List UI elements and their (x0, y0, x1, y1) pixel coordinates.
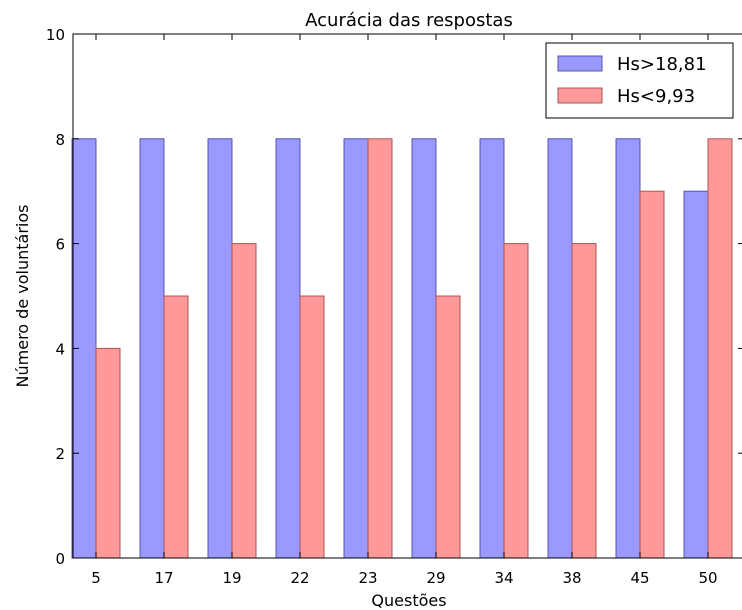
plot-frame (72, 33, 742, 559)
bar-series-1-q38 (547, 138, 573, 559)
y-tick-label: 2 (55, 445, 65, 463)
ticks-layer: 5 17 19 22 23 29 34 38 45 50 0 2 4 6 8 10 (46, 26, 742, 587)
x-tick-label: 17 (154, 569, 173, 587)
x-tick-label: 50 (698, 569, 717, 587)
bar-series-2-q29 (435, 295, 461, 559)
x-tick-label: 22 (290, 569, 309, 587)
bar-series-2-q38 (571, 243, 597, 559)
bar-series-2-q19 (231, 243, 257, 559)
x-tick-label: 19 (222, 569, 241, 587)
bar-series-2-q5 (95, 347, 121, 559)
x-tick-label: 29 (426, 569, 445, 587)
x-axis-title: Questões (371, 591, 446, 610)
legend-swatch-series-2 (557, 87, 603, 104)
legend-label-series-2: Hs<9,93 (617, 86, 695, 107)
x-tick-label: 34 (494, 569, 513, 587)
legend-label-series-1: Hs>18,81 (617, 54, 707, 75)
bar-series-1-q19 (207, 138, 233, 559)
bar-series-1-q45 (615, 138, 641, 559)
bar-series-2-q22 (299, 295, 325, 559)
y-tick-label: 8 (55, 131, 65, 149)
bar-series-1-q29 (411, 138, 437, 559)
bar-series-1-q17 (139, 138, 165, 559)
y-tick-label: 10 (46, 26, 65, 44)
x-tick-label: 45 (630, 569, 649, 587)
y-tick-label: 6 (55, 236, 65, 254)
y-tick-label: 0 (55, 550, 65, 568)
bar-series-2-q45 (639, 190, 665, 559)
y-tick-label: 4 (55, 340, 65, 358)
bar-series-1-q50 (683, 190, 709, 559)
x-tick-label: 23 (358, 569, 377, 587)
x-tick-label: 38 (562, 569, 581, 587)
bar-series-1-q34 (479, 138, 505, 559)
chart-title: Acurácia das respostas (305, 10, 513, 31)
legend-swatch-series-1 (557, 55, 603, 72)
bar-series-1-q23 (343, 138, 369, 559)
y-axis-title: Número de voluntários (13, 205, 32, 388)
x-tick-label: 5 (91, 569, 101, 587)
bar-series-2-q17 (163, 295, 189, 559)
bar-series-1-q22 (275, 138, 301, 559)
bar-series-2-q50 (707, 138, 733, 559)
legend: Hs>18,81 Hs<9,93 (545, 42, 734, 119)
bar-series-2-q34 (503, 243, 529, 559)
bar-series-2-q23 (367, 138, 393, 559)
bars-layer (71, 138, 733, 559)
